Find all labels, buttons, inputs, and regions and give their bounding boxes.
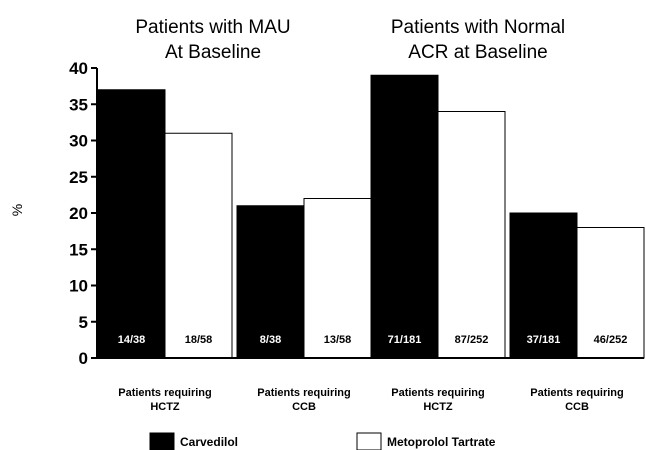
legend-swatch [149,432,175,450]
y-axis-label: % [9,204,25,216]
x-category-label: HCTZ [423,401,453,413]
bar-carvedilol [97,89,166,359]
group-title: ACR at Baseline [408,42,547,63]
bar-data-label: 13/58 [324,334,352,346]
group-title: Patients with MAU [135,17,290,38]
x-category-label: CCB [292,401,316,413]
bar-data-label: 46/252 [594,334,628,346]
group-title: At Baseline [165,42,261,63]
group-titles: Patients with MAU At Baseline Patients wit… [135,17,565,63]
y-tick-label: 40 [69,59,88,78]
bar-data-label: 14/38 [118,334,146,346]
y-tick-label: 25 [69,168,88,187]
legend-swatch [356,432,382,450]
bar-metoprolol [576,227,645,359]
bars: 14/38 18/58 8/38 13/58 71/181 87/252 37/181 46/… [97,74,645,359]
y-tick-label: 30 [69,132,88,151]
y-tick-label: 15 [69,240,88,259]
bar-data-label: 71/181 [388,334,422,346]
y-tick-label: 20 [69,204,88,223]
bar-data-label: 18/58 [185,334,213,346]
y-tick-label: 0 [79,349,88,368]
x-category-label: HCTZ [150,401,180,413]
bar-metoprolol [303,198,372,359]
x-category-label: Patients requiring [257,387,351,399]
x-category-label: CCB [565,401,589,413]
x-category-label: Patients requiring [391,387,485,399]
group-title: Patients with Normal [391,17,565,38]
bar-data-label: 37/181 [527,334,561,346]
x-category-label: Patients requiring [530,387,624,399]
x-category-label: Patients requiring [118,387,212,399]
x-axis: Patients requiring HCTZ Patients requiring… [91,357,644,413]
y-axis: 0 5 10 15 20 25 30 35 40 [69,59,98,368]
legend-label: Carvedilol [180,435,238,449]
bar-metoprolol [164,132,233,359]
bar-carvedilol [370,74,439,359]
legend-label: Metoprolol Tartrate [387,435,496,449]
y-tick-label: 10 [69,277,88,296]
y-tick-label: 5 [79,313,88,332]
bar-metoprolol [437,111,506,359]
legend: Carvedilol Metoprolol Tartrate [149,432,496,450]
y-tick-label: 35 [69,95,88,114]
bar-data-label: 87/252 [455,334,489,346]
bar-data-label: 8/38 [260,334,281,346]
